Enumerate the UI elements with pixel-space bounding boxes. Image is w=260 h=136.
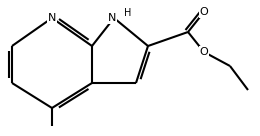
Text: N: N <box>48 13 56 23</box>
Text: H: H <box>124 8 131 18</box>
Text: O: O <box>200 7 208 17</box>
Text: O: O <box>200 47 208 57</box>
Text: N: N <box>108 13 116 23</box>
